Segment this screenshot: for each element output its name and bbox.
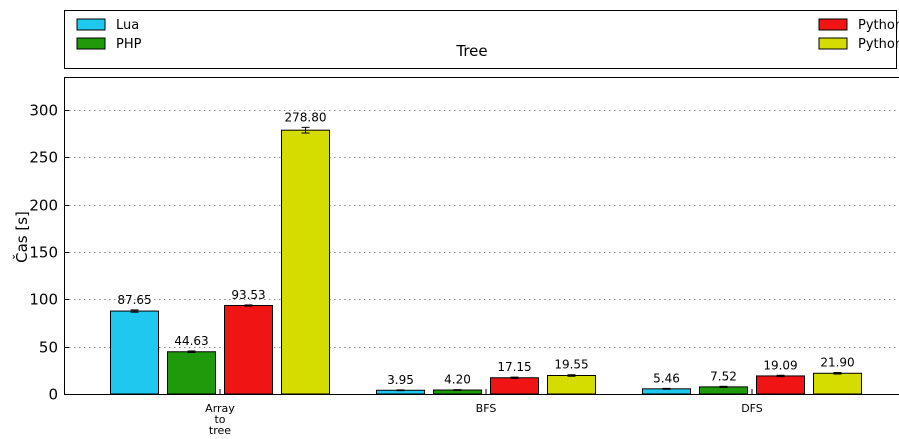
legend-swatch — [76, 18, 106, 31]
legend-swatch — [818, 18, 848, 31]
data-label: 278.80 — [285, 110, 327, 124]
legend-swatch — [76, 37, 106, 50]
chart-title: Tree — [455, 42, 487, 60]
x-tick-label: DFS — [741, 402, 763, 415]
bar — [547, 375, 596, 395]
y-tick-label: 250 — [29, 149, 58, 167]
y-tick-label: 50 — [39, 339, 58, 357]
x-tick-label: Array — [205, 402, 235, 415]
grid — [64, 110, 899, 348]
y-tick-label: 300 — [29, 102, 58, 120]
x-tick-label: BFS — [476, 402, 497, 415]
y-tick-label: 200 — [29, 197, 58, 215]
y-axis-title: Čas [s] — [12, 211, 31, 263]
data-label: 7.52 — [710, 369, 737, 383]
y-tick-label: 150 — [29, 244, 58, 262]
legend: Lua PHP Python2 Python3 — [76, 18, 899, 52]
legend-label: Python3 — [858, 37, 899, 52]
data-label: 17.15 — [497, 360, 531, 374]
x-tick-label: tree — [209, 424, 231, 437]
legend-label: PHP — [116, 37, 142, 52]
data-label: 4.20 — [444, 373, 471, 387]
data-label: 93.53 — [231, 288, 265, 302]
data-label: 44.63 — [174, 334, 208, 348]
bar — [167, 351, 216, 395]
bar — [813, 372, 862, 395]
y-tick-label: 0 — [48, 386, 58, 404]
y-ticks: 0 50 100 150 200 250 300 — [29, 102, 69, 404]
data-label: 87.65 — [117, 293, 151, 307]
data-label: 19.09 — [763, 358, 797, 372]
data-label: 19.55 — [554, 358, 588, 372]
legend-label: Python2 — [858, 18, 899, 33]
bar — [110, 310, 159, 395]
bars: 87.65 44.63 93.53 278.80 3.95 4.20 17.15 19.55 5… — [110, 110, 862, 395]
data-label: 5.46 — [653, 371, 680, 385]
x-tick-label: to — [214, 413, 225, 426]
legend-swatch — [818, 37, 848, 50]
bar — [490, 377, 539, 395]
bar — [224, 304, 273, 395]
y-tick-label: 100 — [29, 291, 58, 309]
bar — [756, 375, 805, 395]
data-label: 21.90 — [820, 356, 854, 370]
data-label: 3.95 — [387, 373, 414, 387]
legend-label: Lua — [116, 18, 139, 33]
legend-box — [64, 10, 897, 69]
bar — [281, 129, 330, 395]
